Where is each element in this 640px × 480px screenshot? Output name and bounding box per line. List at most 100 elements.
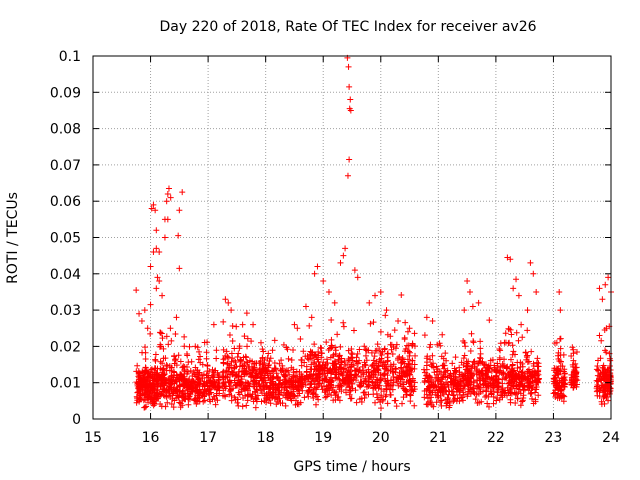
data-point bbox=[524, 327, 531, 334]
data-point bbox=[594, 392, 601, 399]
data-point bbox=[604, 390, 611, 397]
data-point bbox=[340, 323, 347, 330]
data-point bbox=[197, 380, 204, 387]
data-point bbox=[368, 378, 375, 385]
data-point bbox=[604, 380, 611, 387]
data-point bbox=[472, 396, 479, 403]
data-point bbox=[390, 368, 397, 375]
data-point bbox=[178, 376, 185, 383]
data-point bbox=[340, 252, 347, 259]
data-point bbox=[165, 341, 172, 348]
data-point bbox=[471, 358, 478, 365]
data-point bbox=[452, 377, 459, 384]
data-point bbox=[175, 352, 182, 359]
x-axis: 15 16 17 18 19 20 21 22 23 24 bbox=[84, 56, 620, 446]
data-point bbox=[439, 362, 446, 369]
data-point bbox=[370, 391, 377, 398]
data-point bbox=[602, 347, 609, 354]
data-point bbox=[157, 329, 164, 336]
data-point bbox=[460, 383, 467, 390]
data-point bbox=[244, 335, 251, 342]
data-point bbox=[593, 385, 600, 392]
data-point bbox=[327, 382, 334, 389]
data-point bbox=[459, 397, 466, 404]
data-point bbox=[268, 391, 275, 398]
data-point bbox=[233, 323, 240, 330]
data-point bbox=[519, 334, 526, 341]
data-point bbox=[377, 372, 384, 379]
data-point bbox=[257, 374, 264, 381]
data-point bbox=[195, 356, 202, 363]
data-point bbox=[477, 345, 484, 352]
data-point bbox=[291, 321, 298, 328]
data-point bbox=[181, 343, 188, 350]
data-point bbox=[437, 381, 444, 388]
data-point bbox=[551, 372, 558, 379]
data-point bbox=[447, 378, 454, 385]
data-point bbox=[185, 401, 192, 408]
data-point bbox=[484, 373, 491, 380]
data-point bbox=[271, 360, 278, 367]
data-point bbox=[381, 375, 388, 382]
data-point bbox=[228, 350, 235, 357]
data-point bbox=[397, 375, 404, 382]
data-point bbox=[184, 352, 191, 359]
data-point bbox=[555, 382, 562, 389]
data-point bbox=[346, 83, 353, 90]
data-point bbox=[424, 353, 431, 360]
data-point bbox=[557, 368, 564, 375]
data-point bbox=[323, 377, 330, 384]
data-point bbox=[340, 319, 347, 326]
data-point bbox=[469, 303, 476, 310]
data-point bbox=[464, 368, 471, 375]
data-point bbox=[176, 265, 183, 272]
data-point bbox=[175, 394, 182, 401]
data-point bbox=[448, 382, 455, 389]
data-point bbox=[365, 381, 372, 388]
data-point bbox=[352, 367, 359, 374]
data-point bbox=[460, 361, 467, 368]
data-point bbox=[509, 362, 516, 369]
data-point bbox=[248, 373, 255, 380]
data-point bbox=[148, 205, 155, 212]
data-point bbox=[166, 386, 173, 393]
data-point bbox=[180, 382, 187, 389]
data-point bbox=[437, 399, 444, 406]
data-point bbox=[556, 288, 563, 295]
data-point bbox=[455, 381, 462, 388]
data-point bbox=[354, 274, 361, 281]
data-point bbox=[147, 263, 154, 270]
data-point bbox=[189, 386, 196, 393]
data-point bbox=[159, 360, 166, 367]
data-point bbox=[372, 292, 379, 299]
data-point bbox=[257, 369, 264, 376]
data-point bbox=[557, 345, 564, 352]
data-point bbox=[405, 348, 412, 355]
data-point bbox=[181, 333, 188, 340]
data-point bbox=[331, 299, 338, 306]
data-point bbox=[143, 403, 150, 410]
data-point bbox=[321, 389, 328, 396]
data-point bbox=[436, 340, 443, 347]
data-point bbox=[378, 386, 385, 393]
data-point bbox=[241, 333, 248, 340]
data-point bbox=[199, 361, 206, 368]
data-point bbox=[411, 330, 418, 337]
data-point bbox=[406, 325, 413, 332]
data-point bbox=[161, 234, 168, 241]
data-point bbox=[486, 317, 493, 324]
data-point bbox=[142, 367, 149, 374]
data-point bbox=[330, 351, 337, 358]
data-point bbox=[239, 362, 246, 369]
data-point bbox=[161, 379, 168, 386]
data-point bbox=[309, 391, 316, 398]
data-point bbox=[238, 373, 245, 380]
data-point bbox=[443, 400, 450, 407]
data-point bbox=[156, 374, 163, 381]
data-point bbox=[460, 355, 467, 362]
data-point bbox=[395, 382, 402, 389]
data-point bbox=[279, 365, 286, 372]
data-point bbox=[226, 391, 233, 398]
data-point bbox=[244, 397, 251, 404]
data-point bbox=[276, 360, 283, 367]
